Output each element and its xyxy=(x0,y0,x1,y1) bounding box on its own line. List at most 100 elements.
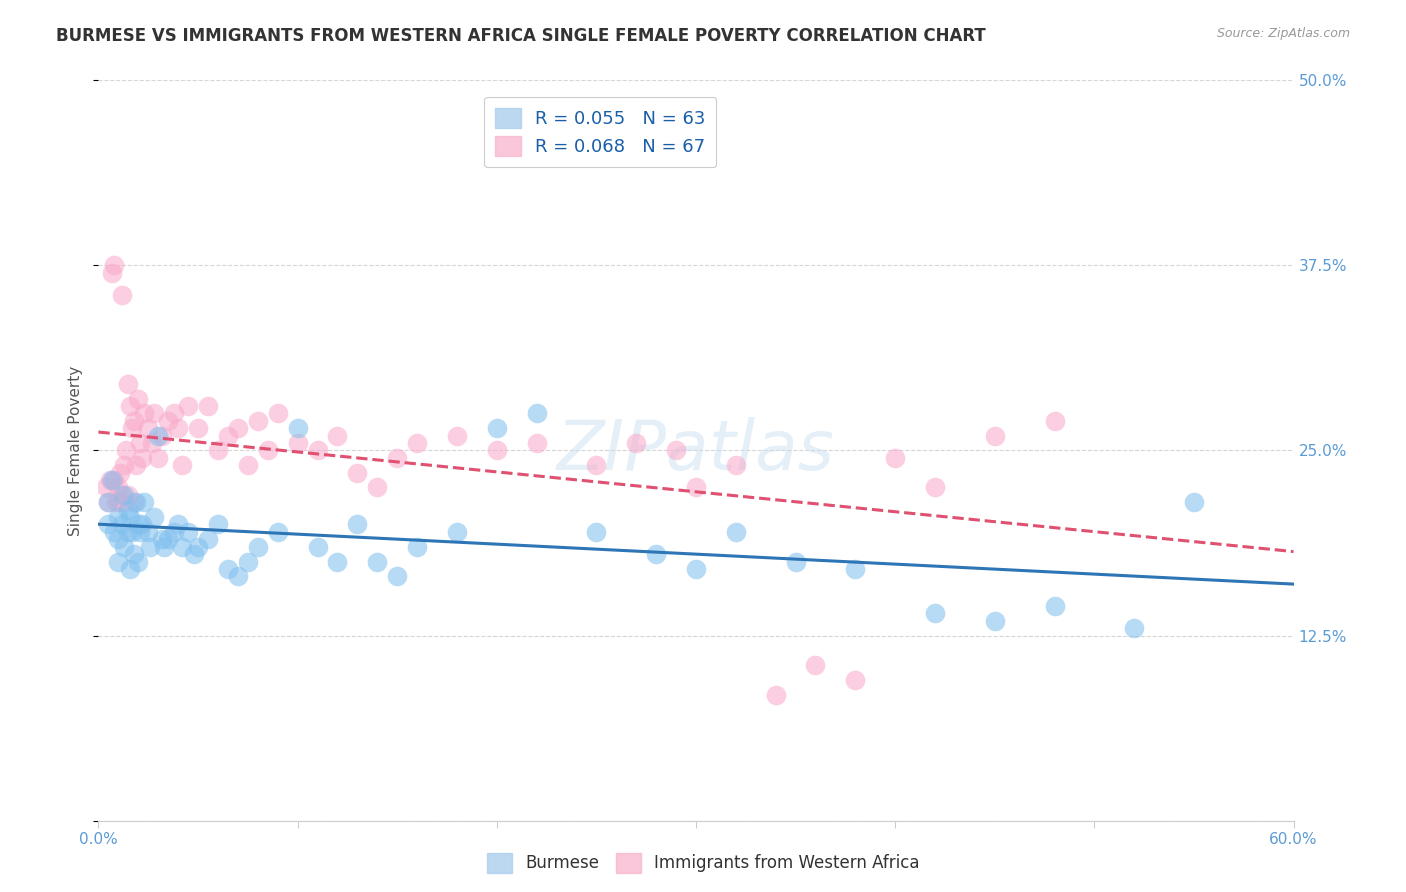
Point xyxy=(844,673,866,687)
Point xyxy=(167,517,190,532)
Point xyxy=(157,414,180,428)
Point xyxy=(127,392,149,406)
Point xyxy=(112,458,135,473)
Point xyxy=(150,533,173,547)
Point xyxy=(150,428,173,442)
Point xyxy=(385,569,409,583)
Point xyxy=(127,555,149,569)
Point xyxy=(131,450,153,465)
Point xyxy=(346,466,368,480)
Point xyxy=(115,443,138,458)
Point xyxy=(924,480,946,494)
Point xyxy=(121,421,143,435)
Point xyxy=(107,480,129,494)
Point xyxy=(446,428,468,442)
Point xyxy=(101,266,124,280)
Point xyxy=(207,517,229,532)
Legend: R = 0.055   N = 63, R = 0.068   N = 67: R = 0.055 N = 63, R = 0.068 N = 67 xyxy=(485,96,716,168)
Point xyxy=(134,407,156,421)
Point xyxy=(246,540,269,554)
Point xyxy=(765,688,787,702)
Point xyxy=(346,517,368,532)
Point xyxy=(107,555,129,569)
Point xyxy=(111,288,134,302)
Point xyxy=(246,414,269,428)
Point xyxy=(125,458,148,473)
Point xyxy=(526,436,548,450)
Point xyxy=(197,399,219,413)
Point xyxy=(406,540,429,554)
Point xyxy=(107,495,129,509)
Point xyxy=(585,524,607,539)
Point xyxy=(984,614,1007,628)
Y-axis label: Single Female Poverty: Single Female Poverty xyxy=(67,366,83,535)
Point xyxy=(187,421,209,435)
Point xyxy=(98,473,122,487)
Point xyxy=(103,473,125,487)
Point xyxy=(177,399,200,413)
Point xyxy=(256,443,278,458)
Point xyxy=(129,524,152,539)
Point xyxy=(665,443,688,458)
Point xyxy=(141,436,163,450)
Point xyxy=(124,495,146,509)
Point xyxy=(177,524,200,539)
Point xyxy=(1043,599,1066,613)
Point xyxy=(117,376,139,391)
Point xyxy=(785,555,807,569)
Point xyxy=(406,436,429,450)
Point xyxy=(143,407,166,421)
Point xyxy=(134,495,156,509)
Point xyxy=(844,562,866,576)
Point xyxy=(326,555,349,569)
Point xyxy=(217,428,239,442)
Point xyxy=(307,443,329,458)
Point xyxy=(236,458,259,473)
Point xyxy=(110,466,132,480)
Point xyxy=(107,510,129,524)
Point xyxy=(366,555,388,569)
Point xyxy=(136,524,159,539)
Point xyxy=(287,436,309,450)
Point xyxy=(924,607,946,621)
Point xyxy=(187,540,209,554)
Point xyxy=(267,524,290,539)
Point xyxy=(97,517,120,532)
Point xyxy=(217,562,239,576)
Point xyxy=(101,473,124,487)
Point xyxy=(111,488,134,502)
Point xyxy=(236,555,259,569)
Point xyxy=(157,533,180,547)
Point xyxy=(884,450,907,465)
Point xyxy=(307,540,329,554)
Point xyxy=(724,458,747,473)
Point xyxy=(485,421,508,435)
Point xyxy=(139,540,162,554)
Point xyxy=(103,524,125,539)
Point xyxy=(287,421,309,435)
Point xyxy=(124,414,146,428)
Point xyxy=(136,421,159,435)
Point xyxy=(804,658,827,673)
Point xyxy=(183,547,205,561)
Point xyxy=(120,562,142,576)
Point xyxy=(207,443,229,458)
Point xyxy=(124,547,146,561)
Point xyxy=(112,540,135,554)
Point xyxy=(685,480,707,494)
Point xyxy=(163,524,186,539)
Point xyxy=(105,495,128,509)
Point xyxy=(111,517,134,532)
Point xyxy=(1043,414,1066,428)
Point xyxy=(226,421,249,435)
Point xyxy=(1182,495,1205,509)
Point xyxy=(163,407,186,421)
Point xyxy=(107,533,129,547)
Point xyxy=(127,517,149,532)
Point xyxy=(685,562,707,576)
Point xyxy=(645,547,668,561)
Point xyxy=(125,495,148,509)
Point xyxy=(485,443,508,458)
Point xyxy=(626,436,648,450)
Point xyxy=(724,524,747,539)
